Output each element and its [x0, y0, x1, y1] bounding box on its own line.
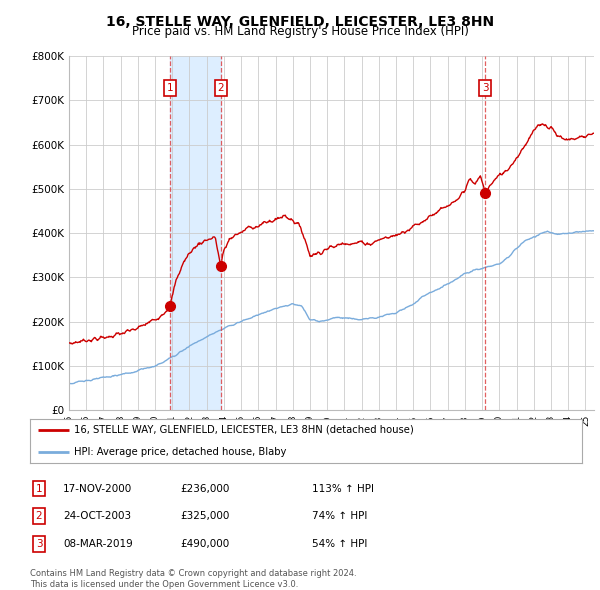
Text: 24-OCT-2003: 24-OCT-2003 — [63, 512, 131, 521]
Text: HPI: Average price, detached house, Blaby: HPI: Average price, detached house, Blab… — [74, 447, 287, 457]
Text: 113% ↑ HPI: 113% ↑ HPI — [312, 484, 374, 493]
Text: 2: 2 — [217, 83, 224, 93]
Text: 1: 1 — [167, 83, 173, 93]
Text: Contains HM Land Registry data © Crown copyright and database right 2024.
This d: Contains HM Land Registry data © Crown c… — [30, 569, 356, 589]
Bar — [170, 56, 221, 410]
Text: 17-NOV-2000: 17-NOV-2000 — [63, 484, 132, 493]
Text: 1: 1 — [35, 484, 43, 493]
Text: 3: 3 — [482, 83, 488, 93]
Text: Price paid vs. HM Land Registry's House Price Index (HPI): Price paid vs. HM Land Registry's House … — [131, 25, 469, 38]
Text: 16, STELLE WAY, GLENFIELD, LEICESTER, LE3 8HN: 16, STELLE WAY, GLENFIELD, LEICESTER, LE… — [106, 15, 494, 29]
Text: £490,000: £490,000 — [180, 539, 229, 549]
Text: 3: 3 — [35, 539, 43, 549]
Text: 16, STELLE WAY, GLENFIELD, LEICESTER, LE3 8HN (detached house): 16, STELLE WAY, GLENFIELD, LEICESTER, LE… — [74, 425, 414, 435]
Text: 74% ↑ HPI: 74% ↑ HPI — [312, 512, 367, 521]
Text: £236,000: £236,000 — [180, 484, 229, 493]
Text: £325,000: £325,000 — [180, 512, 229, 521]
Text: 08-MAR-2019: 08-MAR-2019 — [63, 539, 133, 549]
Text: 54% ↑ HPI: 54% ↑ HPI — [312, 539, 367, 549]
Text: 2: 2 — [35, 512, 43, 521]
